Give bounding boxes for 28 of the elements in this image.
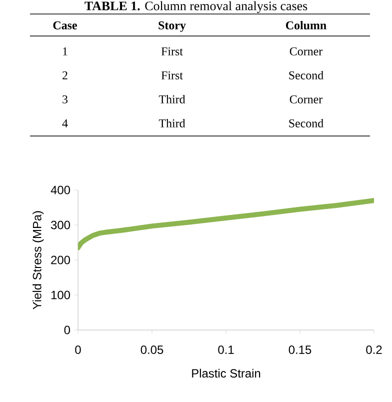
text: Case [53,21,77,30]
text: Corner [290,95,322,104]
x-axis-title: Plastic Strain [192,368,260,378]
text: 3 [62,95,68,104]
text: Story [158,21,186,32]
y-tick-label: 300 [50,220,70,230]
y-axis-title: Yield Stress (MPa) [32,211,44,310]
y-tick-label: 100 [51,290,70,300]
text: Column [286,20,326,30]
text: Second [289,118,324,128]
x-tick-label: 0.1 [218,346,234,354]
text: Third [158,94,186,104]
x-tick-label: 0.05 [140,346,164,354]
text: First [161,47,183,56]
text: Second [289,70,324,80]
y-tick-label: 200 [51,256,70,264]
x-tick-label: 0.2 [366,346,382,354]
text: 2 [62,71,68,80]
x-tick-label: 0 [75,346,81,354]
text: First [161,71,183,80]
text: Third [158,118,186,128]
text: Corner [290,47,322,56]
text: TABLE 1. Column removal analysis cases [84,1,308,13]
y-tick-label: 400 [50,186,70,194]
x-tick-label: 0.15 [288,346,312,354]
y-tick-label: 0 [64,326,70,334]
text: 1 [63,47,68,56]
text: 4 [62,119,68,128]
